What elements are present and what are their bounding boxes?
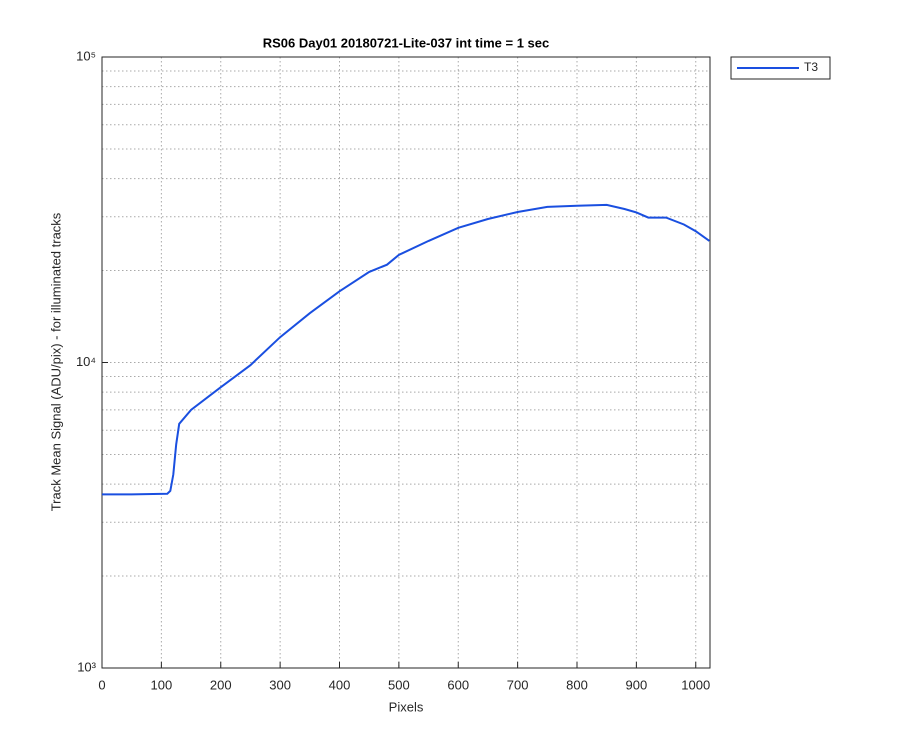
plot-frame <box>101 56 711 669</box>
x-tick-label: 800 <box>566 677 588 692</box>
x-tick-label: 1000 <box>681 677 710 692</box>
data-line <box>102 203 710 496</box>
x-tick-label: 400 <box>329 677 351 692</box>
y-tick-label: 10⁵ <box>76 48 96 63</box>
x-tick-label: 200 <box>210 677 232 692</box>
y-tick-label: 10⁴ <box>76 354 96 369</box>
x-tick-label: 300 <box>269 677 291 692</box>
chart-title: RS06 Day01 20180721-Lite-037 int time = … <box>263 35 550 50</box>
x-tick-label: 600 <box>447 677 469 692</box>
x-tick-label: 500 <box>388 677 410 692</box>
x-tick-label: 900 <box>626 677 648 692</box>
y-tick-label: 10³ <box>77 659 96 674</box>
x-tick-label: 700 <box>507 677 529 692</box>
x-axis-label: Pixels <box>389 699 424 714</box>
y-axis-label: Track Mean Signal (ADU/pix) - for illumi… <box>48 212 63 511</box>
legend-label: T3 <box>804 60 818 74</box>
x-tick-label: 100 <box>151 677 173 692</box>
x-tick-label: 0 <box>98 677 105 692</box>
